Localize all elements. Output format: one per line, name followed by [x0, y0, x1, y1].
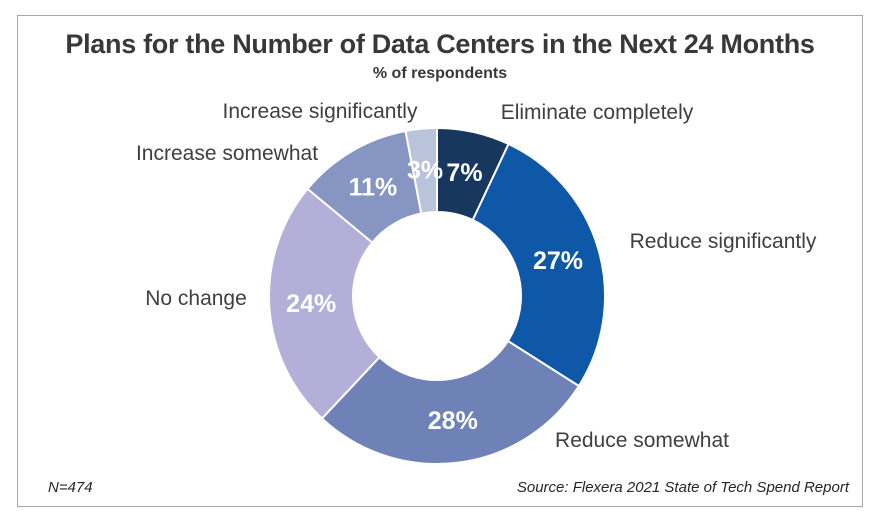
category-label-reduce-somewhat: Reduce somewhat [555, 429, 729, 452]
category-label-no-change: No change [145, 287, 247, 310]
donut-slice-no-change [267, 187, 381, 420]
category-label-reduce-significantly: Reduce significantly [629, 230, 817, 253]
chart-frame: Plans for the Number of Data Centers in … [17, 15, 863, 507]
donut-slice-increase-significantly [404, 126, 438, 215]
value-label-11pct: 11% [349, 174, 398, 202]
category-label-eliminate-completely: Eliminate completely [500, 101, 694, 124]
chart-title: Plans for the Number of Data Centers in … [65, 29, 815, 59]
value-label-7pct: 7% [446, 159, 482, 187]
donut-chart: 7% 27% 28% 24% 11% 3% [267, 126, 607, 466]
sample-size: N=474 [48, 479, 93, 496]
value-label-3pct: 3% [407, 157, 443, 185]
source-attribution: Source: Flexera 2021 State of Tech Spend… [516, 479, 849, 496]
chart-subtitle: % of respondents [372, 65, 508, 82]
category-label-increase-significantly: Increase significantly [222, 100, 418, 123]
value-label-27pct: 27% [533, 247, 583, 275]
donut-slice-reduce-somewhat [320, 339, 581, 466]
category-label-increase-somewhat: Increase somewhat [135, 142, 319, 165]
value-label-24pct: 24% [286, 290, 336, 318]
value-label-28pct: 28% [428, 407, 478, 435]
donut-slice-reduce-significantly [471, 142, 607, 388]
